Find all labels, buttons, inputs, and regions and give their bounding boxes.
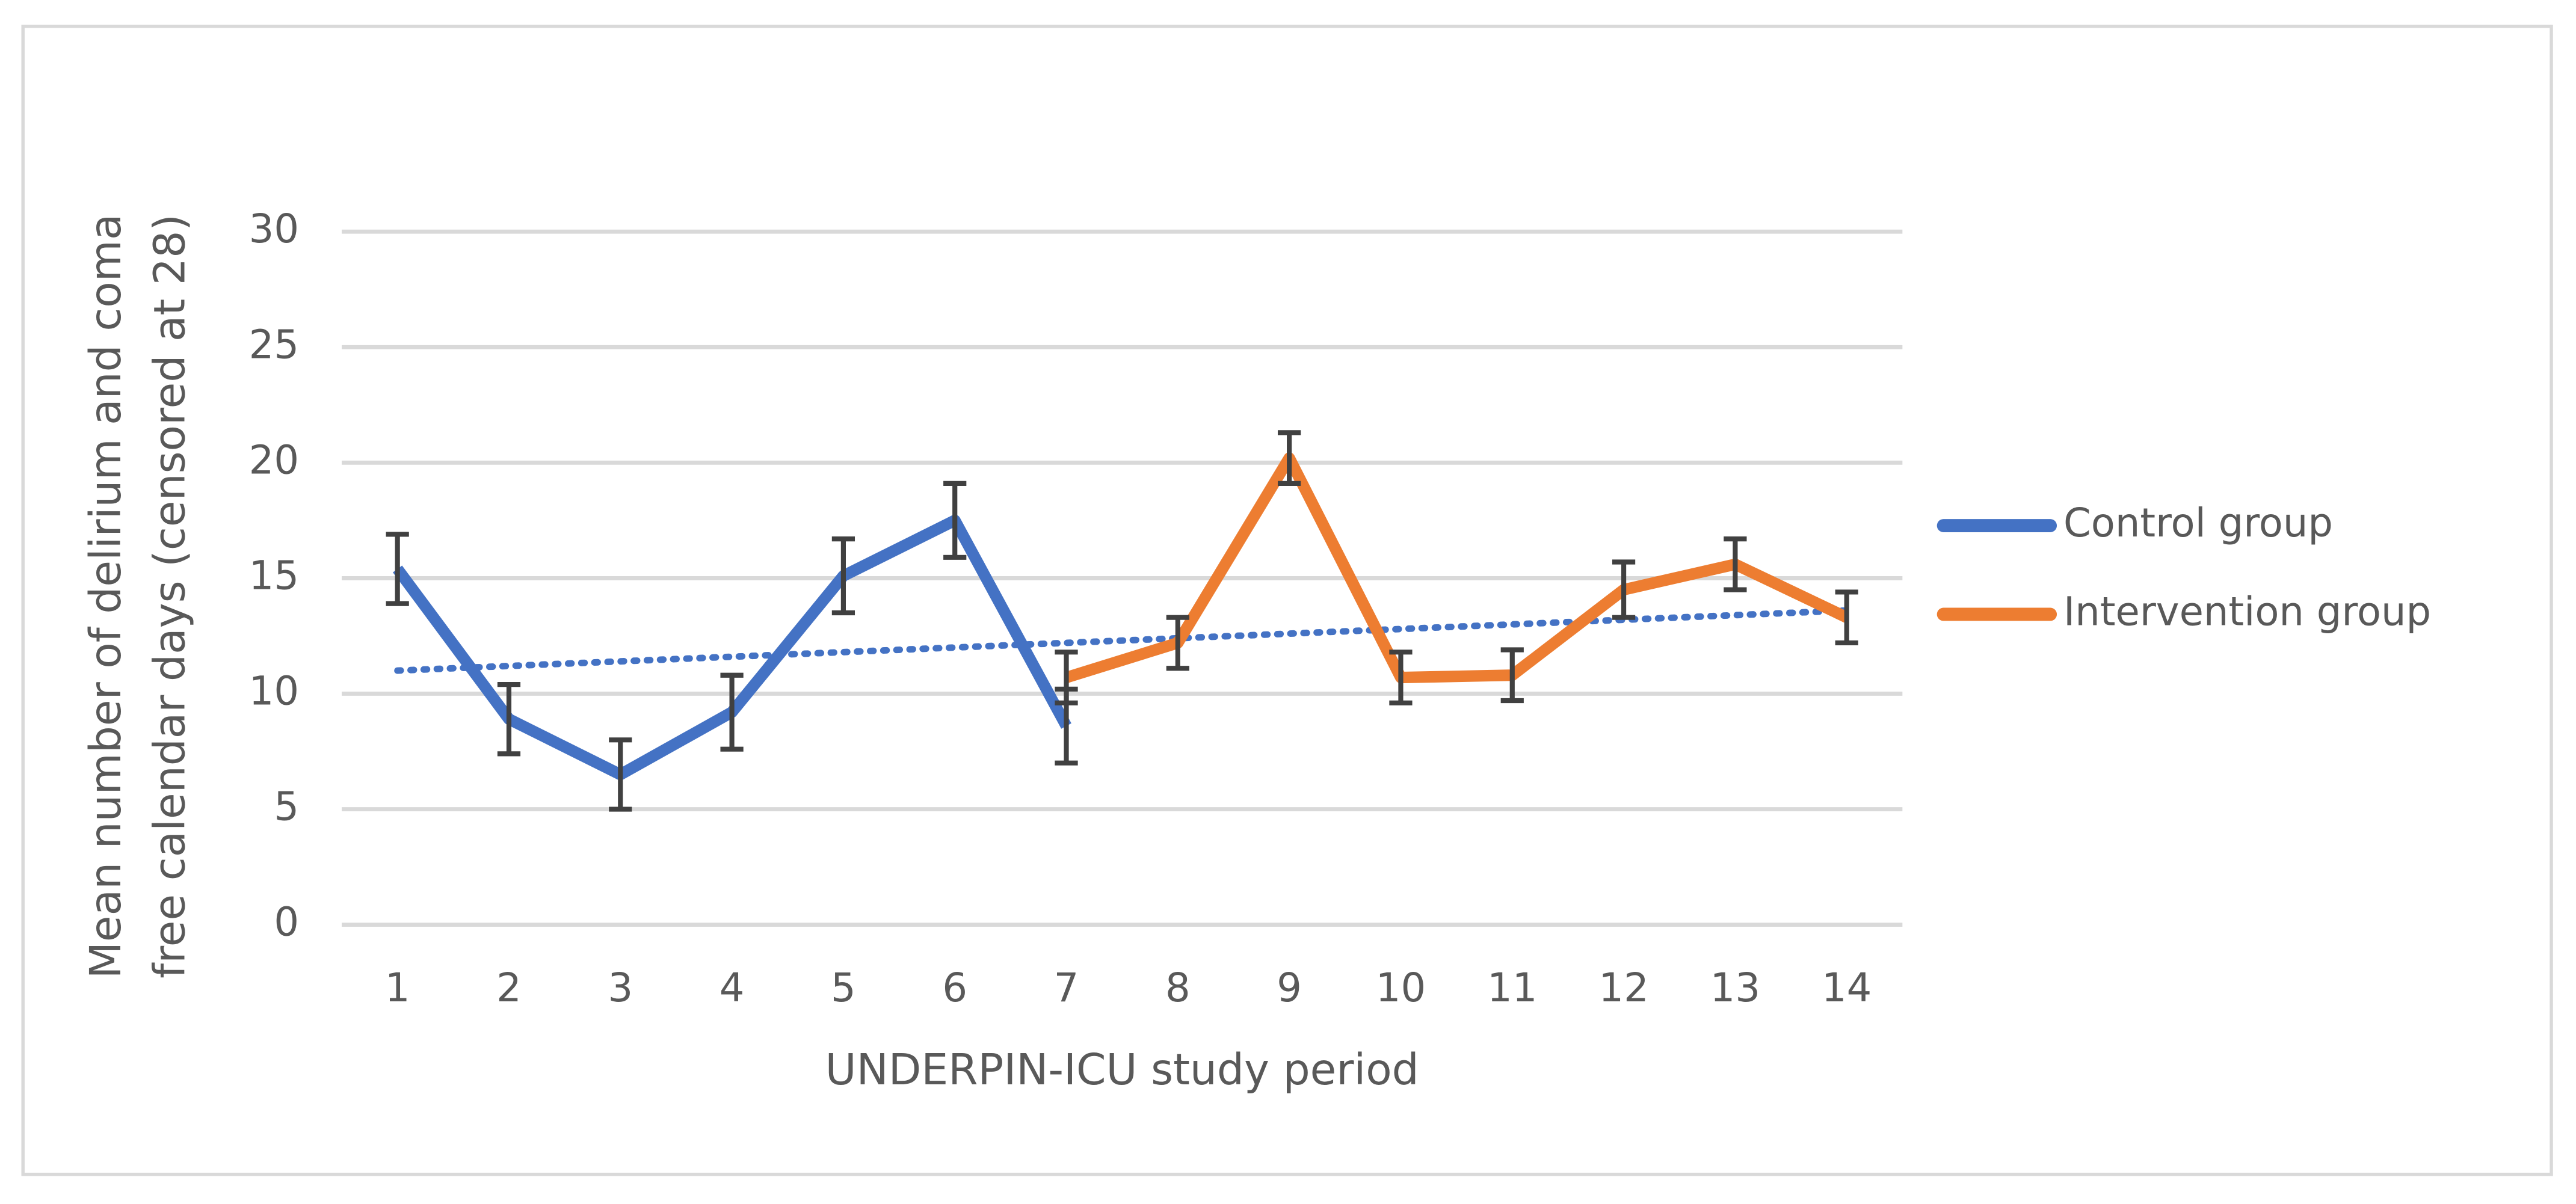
y-tick-label: 25	[249, 322, 299, 367]
error-bar	[1278, 430, 1301, 487]
x-tick-label: 7	[1054, 965, 1079, 1011]
y-tick-label: 5	[274, 784, 299, 830]
y-tick-label: 30	[249, 206, 299, 252]
error-bar	[1055, 650, 1078, 705]
y-tick-label: 15	[249, 553, 299, 598]
x-tick-label: 8	[1165, 965, 1191, 1011]
x-tick-label: 10	[1376, 965, 1426, 1011]
y-tick-label: 10	[249, 669, 299, 714]
y-axis-label-line: free calendar days (censored at 28)	[144, 214, 194, 978]
error-bar	[1166, 615, 1189, 671]
chart-frame	[21, 25, 2553, 1176]
x-tick-label: 6	[942, 965, 967, 1011]
error-bar	[386, 532, 409, 606]
error-bar	[831, 536, 855, 616]
x-tick-label: 2	[496, 965, 522, 1011]
error-bar	[1612, 559, 1636, 620]
x-tick-label: 12	[1598, 965, 1648, 1011]
x-tick-label: 13	[1710, 965, 1760, 1011]
y-tick-label: 20	[249, 437, 299, 483]
error-bar	[1835, 589, 1858, 646]
y-axis-label: Mean number of delirium and coma free ca…	[81, 214, 195, 979]
y-tick-label: 0	[274, 900, 299, 945]
x-axis-label: UNDERPIN-ICU study period	[825, 1045, 1419, 1095]
error-bar	[1500, 647, 1524, 704]
error-bar	[1724, 536, 1747, 592]
trendline	[394, 607, 1850, 674]
error-bar	[943, 481, 967, 560]
error-bar	[720, 672, 744, 752]
x-tick-label: 1	[385, 965, 410, 1011]
error-bar	[1389, 650, 1413, 705]
series-line	[1064, 452, 1849, 684]
legend-label: Intervention group	[2063, 589, 2431, 635]
x-tick-label: 5	[831, 965, 856, 1011]
x-tick-label: 14	[1822, 965, 1872, 1011]
legend-label: Control group	[2063, 500, 2333, 546]
x-tick-label: 11	[1487, 965, 1537, 1011]
x-tick-label: 3	[608, 965, 633, 1011]
x-tick-label: 4	[719, 965, 745, 1011]
x-tick-label: 9	[1277, 965, 1302, 1011]
error-bar	[609, 737, 632, 812]
y-axis-label-line: Mean number of delirium and coma	[81, 214, 131, 979]
error-bar	[497, 682, 521, 757]
